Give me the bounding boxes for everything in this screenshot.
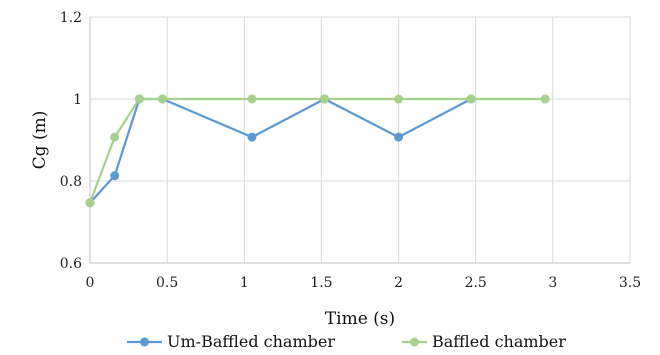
x-tick-label: 0 [86,275,95,291]
y-tick-label: 1.2 [60,10,82,26]
legend-label: Baffled chamber [432,332,566,351]
tick-labels: 0.6 0.8 1 1.2 0 0.5 1 1.5 2 2.5 3 3.5 [60,10,641,291]
x-tick-label: 1 [240,275,249,291]
y-axis-title: Cg (m) [30,111,50,170]
x-tick-label: 1.5 [310,275,332,291]
data-point-series-1 [247,94,257,104]
data-point-series-1 [466,94,476,104]
data-point-series-1 [110,132,120,142]
series-lines [88,97,546,204]
x-tick-label: 2 [394,275,403,291]
data-point-series-1 [320,94,330,104]
data-point-series-0 [394,132,404,142]
x-axis-title: Time (s) [325,309,395,329]
data-point-series-1 [158,94,168,104]
x-tick-label: 2.5 [465,275,487,291]
y-tick-label: 1 [73,92,82,108]
legend-label: Um-Baffled chamber [167,332,335,351]
x-tick-label: 3.5 [619,275,641,291]
y-tick-label: 0.6 [60,256,82,272]
legend-marker [410,337,419,347]
legend-item: Um-Baffled chamber [127,332,335,351]
data-point-series-1 [134,94,144,104]
y-tick-label: 0.8 [60,174,82,190]
data-point-series-0 [110,171,120,181]
data-point-series-1 [85,198,95,208]
data-point-series-0 [247,132,257,142]
x-tick-label: 3 [548,275,557,291]
series-line-0 [89,97,472,204]
data-point-series-1 [394,94,404,104]
series-line-1 [88,97,546,204]
legend: Um-Baffled chamber Baffled chamber [127,332,566,351]
series-points [85,94,550,208]
axes [89,17,630,264]
x-tick-label: 0.5 [156,275,178,291]
data-point-series-1 [540,94,550,104]
grid [90,16,631,264]
legend-item: Baffled chamber [402,332,566,351]
legend-marker [140,337,149,347]
